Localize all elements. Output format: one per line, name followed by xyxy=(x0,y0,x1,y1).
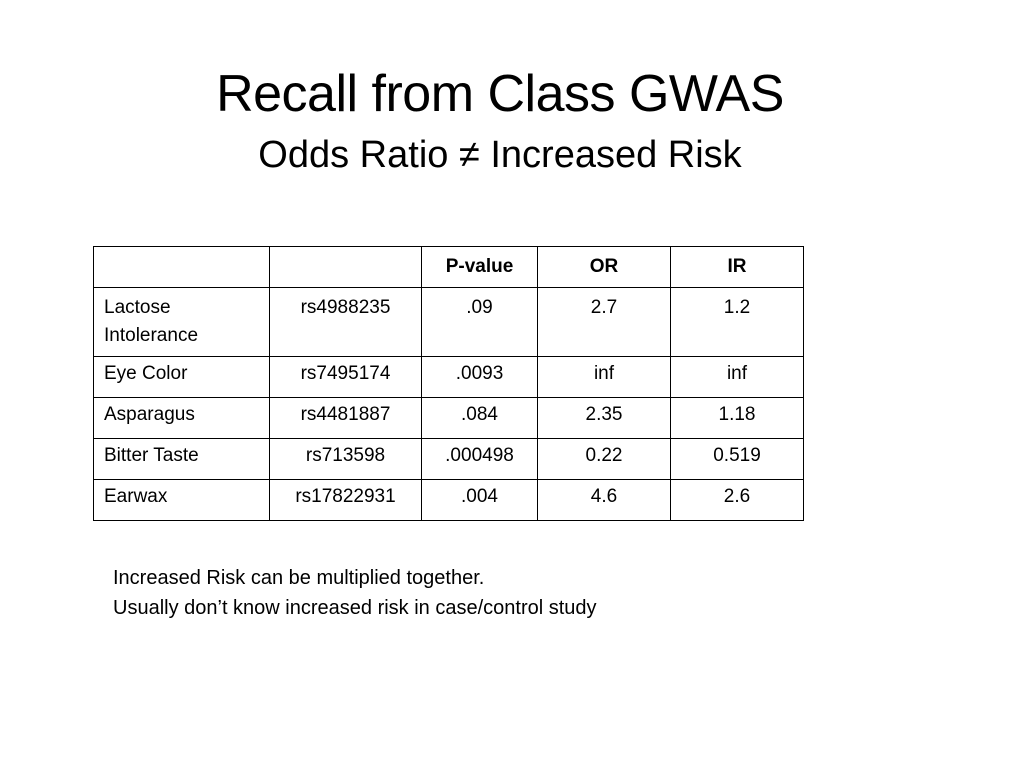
or-cell: inf xyxy=(537,356,671,398)
or-cell: 2.35 xyxy=(537,397,671,439)
table-row: Earwax rs17822931 .004 4.6 2.6 xyxy=(93,479,804,521)
ir-cell: inf xyxy=(670,356,804,398)
pvalue-cell: .084 xyxy=(421,397,538,439)
gwas-table: P-value OR IR Lactose Intolerance rs4988… xyxy=(93,246,804,521)
header-ir: IR xyxy=(670,246,804,288)
note-line: Increased Risk can be multiplied togethe… xyxy=(113,567,485,589)
header-trait xyxy=(93,246,270,288)
header-or: OR xyxy=(537,246,671,288)
slide-subtitle: Odds Ratio ≠ Increased Risk xyxy=(258,134,742,176)
ir-cell: 0.519 xyxy=(670,438,804,480)
trait-cell: Eye Color xyxy=(93,356,270,398)
snp-cell: rs17822931 xyxy=(269,479,422,521)
ir-cell: 2.6 xyxy=(670,479,804,521)
notes: Increased Risk can be multiplied togethe… xyxy=(113,563,597,623)
table-row: Bitter Taste rs713598 .000498 0.22 0.519 xyxy=(93,438,804,480)
header-pvalue: P-value xyxy=(421,246,538,288)
or-cell: 0.22 xyxy=(537,438,671,480)
trait-cell: Earwax xyxy=(93,479,270,521)
snp-cell: rs4988235 xyxy=(269,287,422,357)
or-cell: 2.7 xyxy=(537,287,671,357)
trait-cell: Bitter Taste xyxy=(93,438,270,480)
title-block: Recall from Class GWAS Odds Ratio ≠ Incr… xyxy=(0,62,1000,180)
trait-cell: Lactose Intolerance xyxy=(93,287,270,357)
snp-cell: rs713598 xyxy=(269,438,422,480)
or-cell: 4.6 xyxy=(537,479,671,521)
trait-cell: Asparagus xyxy=(93,397,270,439)
note-line: Usually don’t know increased risk in cas… xyxy=(113,597,597,619)
snp-cell: rs7495174 xyxy=(269,356,422,398)
ir-cell: 1.18 xyxy=(670,397,804,439)
pvalue-cell: .0093 xyxy=(421,356,538,398)
ir-cell: 1.2 xyxy=(670,287,804,357)
table-row: Lactose Intolerance rs4988235 .09 2.7 1.… xyxy=(93,287,804,357)
pvalue-cell: .09 xyxy=(421,287,538,357)
snp-cell: rs4481887 xyxy=(269,397,422,439)
slide-title: Recall from Class GWAS xyxy=(216,65,784,123)
pvalue-cell: .000498 xyxy=(421,438,538,480)
table-row: Asparagus rs4481887 .084 2.35 1.18 xyxy=(93,397,804,439)
table-row: Eye Color rs7495174 .0093 inf inf xyxy=(93,356,804,398)
table-header-row: P-value OR IR xyxy=(93,246,804,288)
pvalue-cell: .004 xyxy=(421,479,538,521)
header-snp xyxy=(269,246,422,288)
